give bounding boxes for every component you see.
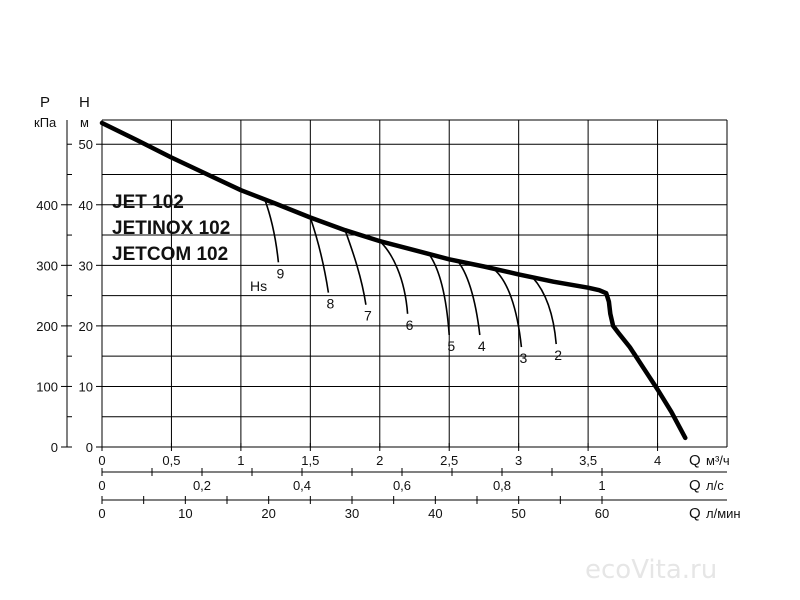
q-lmin-tick-label: 30 <box>345 506 359 521</box>
q-ls-tick-label: 0,4 <box>293 478 311 493</box>
q-lmin-tick-label: 40 <box>428 506 442 521</box>
chart-title-line-1: JET 102 <box>112 192 184 213</box>
hs-label: Hs <box>250 278 267 294</box>
hs-curve-label-7: 7 <box>364 308 372 324</box>
hs-curve-label-3: 3 <box>520 350 528 366</box>
pressure-tick-label: 100 <box>36 379 58 394</box>
hs-curve-9 <box>263 198 280 263</box>
hs-curve-3 <box>493 268 523 348</box>
q-m3h-tick-label: 0 <box>98 453 105 468</box>
q-lmin-tick-label: 50 <box>511 506 525 521</box>
q-ls-axis-symbol: Q <box>689 477 701 494</box>
hs-curve-label-5: 5 <box>447 338 455 354</box>
hs-curve-8 <box>309 217 330 293</box>
curves: 9 8 7 6 5 4 3 2 <box>99 120 688 441</box>
pressure-axis-symbol: P <box>40 94 50 111</box>
q-lmin-tick-label: 10 <box>178 506 192 521</box>
head-tick-label: 40 <box>79 198 93 213</box>
head-tick-label: 30 <box>79 258 93 273</box>
hs-curve-4 <box>455 258 481 336</box>
pressure-tick-label: 300 <box>36 258 58 273</box>
hs-curve-7 <box>344 229 367 305</box>
q-ls-tick-label: 0,6 <box>393 478 411 493</box>
q-m3h-tick-label: 3 <box>515 453 522 468</box>
pressure-tick-label: 400 <box>36 198 58 213</box>
q-m3h-tick-label: 2,5 <box>440 453 458 468</box>
pressure-tick-label: 0 <box>51 440 58 455</box>
q-m3h-tick-label: 4 <box>654 453 661 468</box>
q-ls-axis-unit: л/с <box>706 478 724 493</box>
hs-curve-5 <box>427 252 450 336</box>
head-axis-unit: м <box>80 115 89 130</box>
pressure-axis-unit: кПа <box>34 115 57 130</box>
q-lmin-tick-label: 60 <box>595 506 609 521</box>
q-lmin-axis-symbol: Q <box>689 505 701 522</box>
q-m3h-tick-label: 1,5 <box>301 453 319 468</box>
q-lmin-tick-label: 20 <box>261 506 275 521</box>
main-performance-curve <box>99 120 688 441</box>
q-m3h-axis-unit: м³/ч <box>706 453 730 468</box>
head-tick-label: 0 <box>86 440 93 455</box>
hs-curve-label-6: 6 <box>406 317 414 333</box>
axes <box>61 120 727 504</box>
head-tick-label: 20 <box>79 319 93 334</box>
head-tick-label: 10 <box>79 379 93 394</box>
q-ls-tick-label: 0,8 <box>493 478 511 493</box>
head-tick-label: 50 <box>79 137 93 152</box>
watermark: ecoVita.ru <box>585 555 717 585</box>
hs-curve-label-4: 4 <box>478 338 486 354</box>
q-m3h-tick-label: 3,5 <box>579 453 597 468</box>
q-ls-tick-label: 1 <box>598 478 605 493</box>
head-axis-symbol: H <box>79 94 90 111</box>
pressure-tick-label: 200 <box>36 319 58 334</box>
chart-title-line-2: JETINOX 102 <box>112 218 230 239</box>
q-lmin-axis-unit: л/мин <box>706 506 741 521</box>
q-m3h-tick-label: 1 <box>237 453 244 468</box>
hs-curve-6 <box>379 240 409 314</box>
q-m3h-tick-label: 2 <box>376 453 383 468</box>
q-m3h-axis-symbol: Q <box>689 452 701 469</box>
chart-title-line-3: JETCOM 102 <box>112 244 228 265</box>
q-ls-tick-label: 0 <box>98 478 105 493</box>
q-lmin-tick-label: 0 <box>98 506 105 521</box>
q-ls-tick-label: 0,2 <box>193 478 211 493</box>
hs-curve-label-2: 2 <box>554 347 562 363</box>
hs-curve-label-8: 8 <box>326 296 334 312</box>
hs-curve-2 <box>532 276 557 345</box>
q-m3h-tick-label: 0,5 <box>162 453 180 468</box>
hs-curve-label-9: 9 <box>276 265 284 281</box>
